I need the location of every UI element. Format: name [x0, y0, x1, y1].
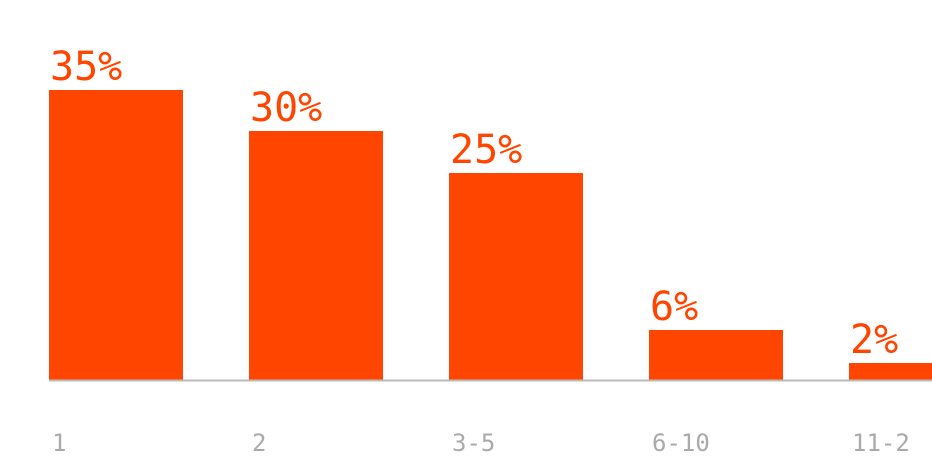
value-label-6-10: 6% — [650, 284, 698, 330]
x-tick-label-1: 1 — [52, 429, 66, 457]
bars-group — [49, 90, 932, 380]
x-tick-label-2: 2 — [252, 429, 266, 457]
bar-11-2 — [849, 363, 932, 380]
value-label-3-5: 25% — [450, 127, 522, 173]
x-tick-label-11-2: 11-2 — [852, 429, 910, 457]
bar-3-5 — [449, 173, 583, 380]
x-tick-labels-group: 1 2 3-5 6-10 11-2 — [52, 429, 910, 457]
bar-6-10 — [649, 330, 783, 380]
x-tick-label-6-10: 6-10 — [652, 429, 710, 457]
x-tick-label-3-5: 3-5 — [452, 429, 495, 457]
value-label-11-2: 2% — [850, 317, 898, 363]
value-label-2: 30% — [250, 85, 322, 131]
bar-2 — [249, 131, 383, 380]
value-labels-group: 35% 30% 25% 6% 2% — [50, 44, 898, 363]
value-label-1: 35% — [50, 44, 122, 90]
bar-1 — [49, 90, 183, 380]
